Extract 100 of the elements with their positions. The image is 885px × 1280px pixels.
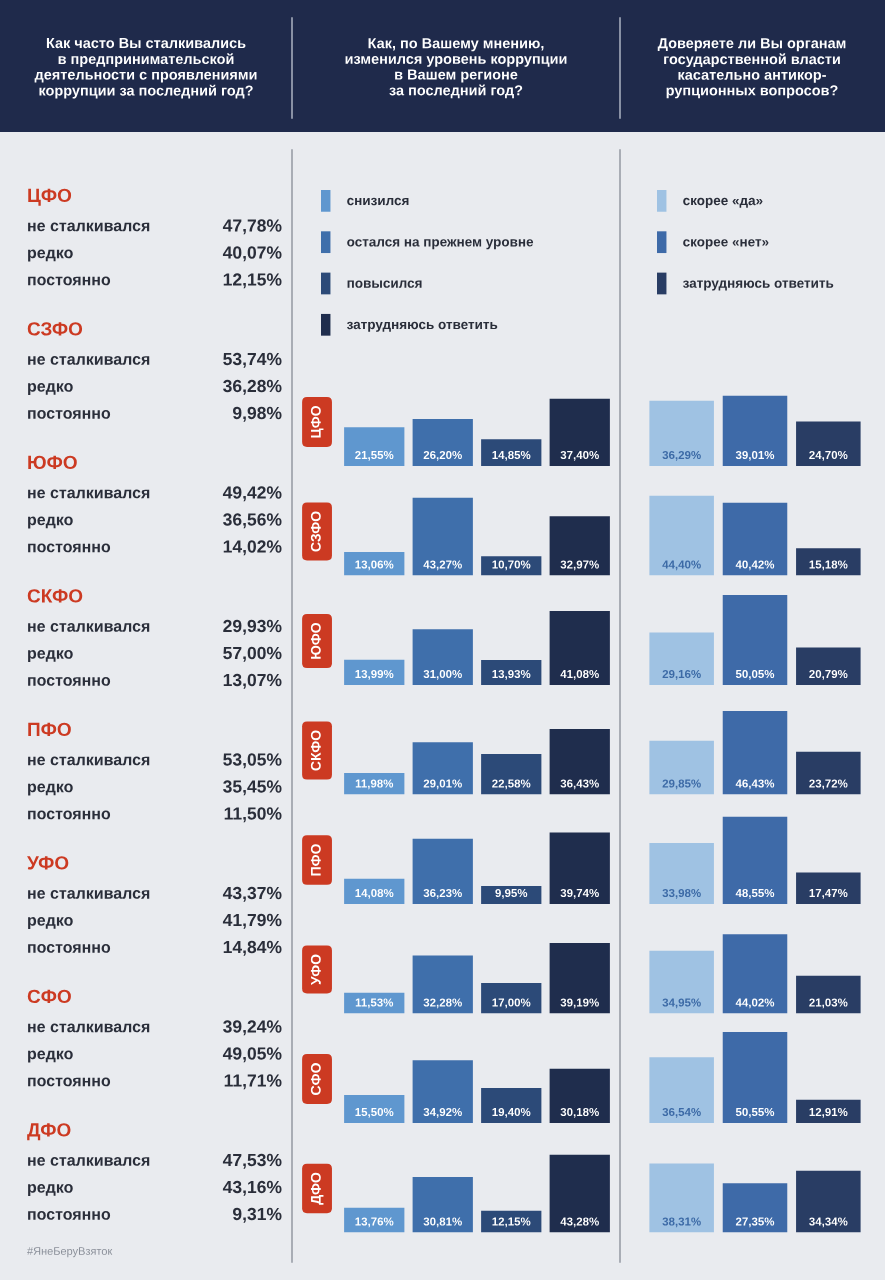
data-label: 53,74% [223,352,282,368]
data-label: 39,19% [560,998,599,1009]
category-label: постоянно [28,1077,111,1087]
category-label: редко [28,783,73,796]
data-label: 13,07% [223,673,282,689]
data-label: 10,70% [492,560,531,571]
category-label: не сталкивался [28,1023,150,1033]
legend-label: затрудняюсь ответить [683,280,834,291]
bar [412,1177,473,1233]
data-label: 21,55% [355,450,394,461]
data-label: 13,99% [355,669,394,680]
data-label: 34,95% [662,998,701,1009]
data-label: 57,00% [223,646,282,662]
data-label: 12,91% [809,1107,848,1118]
data-label: 9,95% [495,888,528,899]
category-label: постоянно [28,944,111,953]
data-label: 29,16% [662,669,701,680]
category-label: редко [28,1184,73,1196]
y-axis-title: ПФО [310,844,321,876]
text: СЗФО [27,322,83,336]
data-label: 39,24% [223,1020,282,1036]
category-label: постоянно [28,677,111,686]
category-label: не сталкивался [28,756,150,766]
y-axis-title: ДФО [310,1172,324,1205]
data-label: 27,35% [735,1217,775,1228]
category-label: не сталкивался [28,356,150,365]
data-label: 22,58% [492,779,531,790]
data-label: 15,50% [355,1107,394,1118]
data-label: 43,27% [423,560,462,571]
data-label: 39,01% [735,450,775,461]
legend-label: остался на прежнем уровне [347,239,534,250]
bar [549,728,610,795]
data-label: 13,93% [492,669,531,680]
data-label: 49,42% [222,486,282,502]
data-label: 38,31% [662,1217,701,1228]
data-label: 50,55% [735,1107,775,1118]
bar [549,611,610,685]
bar [549,398,610,466]
data-label: 43,28% [560,1217,599,1228]
data-label: 29,85% [662,779,701,790]
data-label: 48,55% [735,888,775,899]
data-label: 36,43% [560,779,599,790]
data-label: 13,06% [355,560,394,571]
data-label: 44,40% [662,560,701,571]
legend-label: снизился [347,197,409,206]
legend-label: скорее «да» [683,197,763,208]
bar [549,1154,610,1233]
bar [412,629,473,685]
data-label: 40,42% [735,560,775,571]
data-label: 12,15% [492,1217,531,1228]
text: СФО [27,989,71,1004]
text: ПФО [28,722,71,737]
data-label: 26,20% [423,450,462,461]
text: СКФО [27,589,83,603]
data-label: 44,02% [735,998,775,1009]
data-label: 43,16% [222,1180,282,1196]
bar [412,838,473,904]
bar [344,1095,405,1123]
bar [481,1088,542,1123]
text: ЦФО [28,188,72,206]
data-label: 36,56% [223,513,282,529]
category-label: не сталкивался [28,623,150,632]
category-label: не сталкивался [28,1157,150,1166]
data-label: 14,84% [223,940,282,956]
data-label: 39,74% [560,888,599,899]
data-label: 14,08% [355,888,394,899]
legend-label: повысился [347,280,422,288]
data-label: 36,28% [223,379,282,395]
data-label: 32,28% [423,998,462,1009]
y-axis-title: УФО [310,954,321,986]
text: ЮФО [28,455,77,470]
data-label: 23,72% [809,779,848,790]
text: ДФО [27,1123,71,1141]
bar [481,659,542,685]
data-label: 15,18% [809,560,848,571]
data-label: 29,93% [223,619,282,635]
y-axis-title: СЗФО [310,511,321,552]
data-label: 43,37% [222,886,282,902]
bar [412,1060,473,1123]
data-label: 12,15% [223,273,282,289]
data-label: 34,92% [423,1107,462,1118]
data-label: 21,03% [809,998,848,1009]
data-label: 32,97% [560,560,599,571]
data-label: 17,47% [809,888,848,899]
data-label: 47,53% [222,1153,282,1169]
data-label: 13,76% [355,1217,394,1228]
text: Как часто Вы сталкивались в предпринимательской деятельности с проявлениями коррупции за последний год? [34,38,257,99]
data-label: 35,45% [223,780,282,796]
bar [481,753,542,795]
y-axis-title: СФО [310,1063,321,1095]
data-label: 36,23% [423,888,462,899]
data-label: 31,00% [423,669,462,680]
category-label: редко [28,516,73,529]
y-axis-title: ЦФО [310,406,324,438]
bar [344,427,405,466]
data-label: 14,85% [492,450,531,461]
data-label: 30,18% [560,1107,599,1118]
category-label: постоянно [28,543,111,553]
data-label: 34,34% [809,1217,848,1228]
bar [412,418,473,466]
